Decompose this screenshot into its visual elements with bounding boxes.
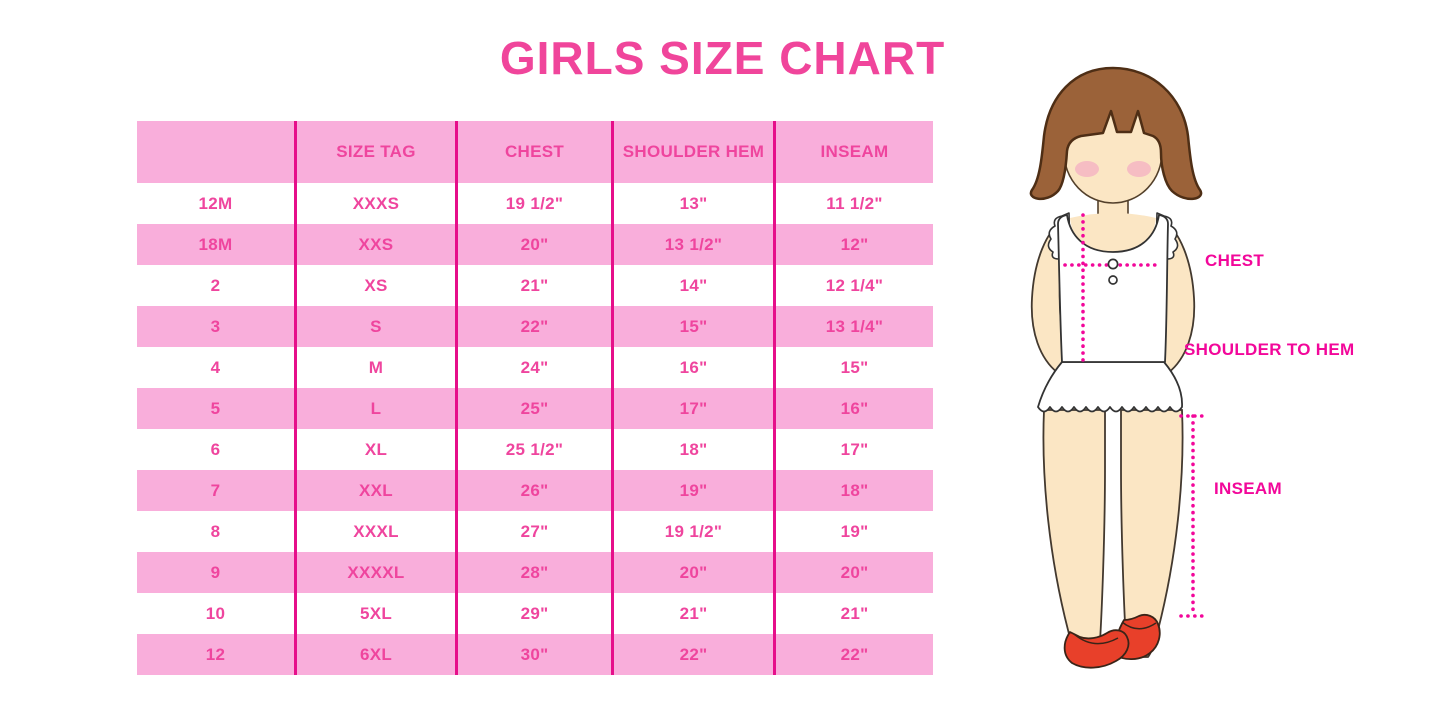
header-cell: CHEST: [458, 121, 614, 183]
table-cell: XL: [297, 429, 458, 470]
table-cell: 13 1/4": [776, 306, 933, 347]
chest-label: CHEST: [1205, 251, 1265, 270]
header-cell: SIZE TAG: [297, 121, 458, 183]
table-cell: XXXL: [297, 511, 458, 552]
table-cell: 21": [840, 603, 869, 623]
girl-chest-skin: [1070, 213, 1156, 255]
table-cell: 6: [137, 429, 297, 470]
table-cell: 11 1/2": [826, 193, 883, 213]
page-title: GIRLS SIZE CHART: [499, 32, 946, 84]
table-cell: 22": [776, 634, 933, 675]
girl-left-cheek: [1075, 161, 1099, 177]
table-cell: 21": [458, 265, 614, 306]
table-cell: 18": [776, 470, 933, 511]
table-cell: 19": [840, 521, 869, 541]
table-cell: 14": [614, 265, 776, 306]
header-cell: [137, 121, 297, 183]
table-cell: XS: [297, 265, 458, 306]
table-cell: 5XL: [297, 593, 458, 634]
table-cell: 2: [137, 265, 297, 306]
table-cell: 7: [137, 470, 297, 511]
table-cell: 12M: [137, 183, 297, 224]
table-cell: 13 1/2": [614, 224, 776, 265]
table-cell: 27": [458, 511, 614, 552]
table-cell: 30": [458, 634, 614, 675]
table-cell: 25 1/2": [458, 429, 614, 470]
table-cell: 26": [458, 470, 614, 511]
table-cell: 12 1/4": [825, 275, 884, 295]
table-cell: 5: [137, 388, 297, 429]
header-cell: INSEAM: [776, 121, 933, 183]
table-cell: 12: [137, 634, 297, 675]
table-cell: XXS: [297, 224, 458, 265]
table-cell: 17": [614, 388, 776, 429]
table-cell: M: [297, 347, 458, 388]
size-chart-table: SIZE TAG CHEST SHOULDER HEM INSEAM 12M XXXS 19…: [137, 121, 933, 675]
header-cell: SHOULDER HEM: [614, 121, 776, 183]
table-cell: 18": [614, 429, 776, 470]
table-cell: 12": [776, 224, 933, 265]
table-cell: 21": [614, 593, 776, 634]
top-button-1: [1107, 258, 1119, 270]
table-cell: 15": [840, 357, 869, 377]
table-cell: XXL: [297, 470, 458, 511]
table-cell: 16": [776, 388, 933, 429]
table-cell: 18M: [137, 224, 297, 265]
table-cell: 13": [614, 183, 776, 224]
table-cell: 29": [458, 593, 614, 634]
table-cell: XXXXL: [297, 552, 458, 593]
table-cell: 20": [776, 552, 933, 593]
table-cell: 25": [458, 388, 614, 429]
girl-top: [1057, 214, 1169, 363]
table-cell: 28": [458, 552, 614, 593]
girl-hair: [1029, 66, 1203, 201]
girl-skirt: [1037, 361, 1183, 413]
table-cell: 17": [840, 439, 869, 459]
table-cell: 4: [137, 347, 297, 388]
shoulder-to-hem-label: SHOULDER TO HEM: [1184, 340, 1355, 359]
table-cell: 20": [458, 224, 614, 265]
top-button-2: [1108, 275, 1118, 285]
table-cell: 8: [137, 511, 297, 552]
table-cell: 22": [614, 634, 776, 675]
table-cell: S: [297, 306, 458, 347]
table-cell: 16": [614, 347, 776, 388]
table-cell: 19 1/2": [458, 183, 614, 224]
table-cell: 20": [614, 552, 776, 593]
table-cell: 19 1/2": [614, 511, 776, 552]
table-cell: 9: [137, 552, 297, 593]
table-cell: 3: [137, 306, 297, 347]
table-cell: L: [297, 388, 458, 429]
table-cell: 24": [458, 347, 614, 388]
table-cell: 19": [614, 470, 776, 511]
table-cell: 22": [458, 306, 614, 347]
table-cell: XXXS: [297, 183, 458, 224]
table-cell: 10: [137, 593, 297, 634]
girl-right-cheek: [1127, 161, 1151, 177]
girl-illustration: [1029, 66, 1205, 669]
table-cell: 15": [614, 306, 776, 347]
girl-left-leg: [1042, 409, 1106, 658]
table-cell: 6XL: [297, 634, 458, 675]
inseam-label: INSEAM: [1214, 479, 1282, 498]
